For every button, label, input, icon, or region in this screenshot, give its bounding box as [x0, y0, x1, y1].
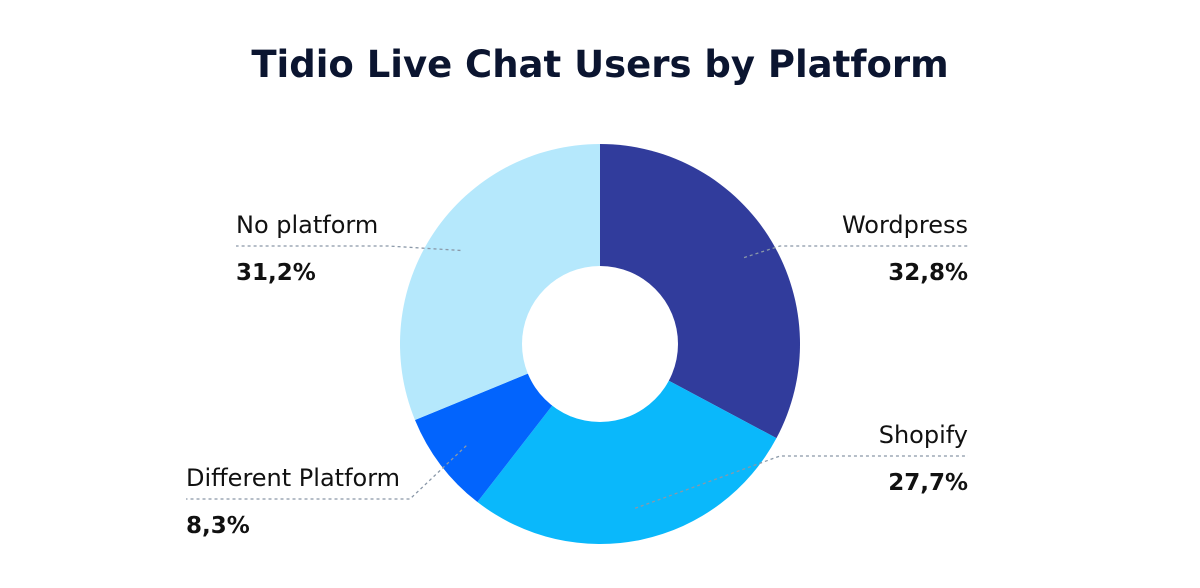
value-different-platform: 8,3% — [186, 513, 250, 539]
leader-different-platform — [186, 445, 467, 500]
slice-shopify — [477, 344, 777, 544]
label-wordpress: Wordpress — [842, 211, 968, 239]
value-shopify: 27,7% — [888, 470, 968, 496]
chart-title: Tidio Live Chat Users by Platform — [251, 43, 948, 86]
donut-hole — [522, 266, 678, 422]
leader-lines — [186, 245, 968, 509]
value-wordpress: 32,8% — [888, 260, 968, 286]
leader-no-platform — [236, 245, 461, 252]
label-different-platform: Different Platform — [186, 464, 400, 492]
label-shopify: Shopify — [879, 421, 968, 449]
value-no-platform: 31,2% — [236, 260, 316, 286]
slice-labels: Wordpress 32,8% Shopify 27,7% Different Plat… — [186, 211, 968, 539]
label-no-platform: No platform — [236, 211, 378, 239]
leader-wordpress — [743, 245, 968, 259]
